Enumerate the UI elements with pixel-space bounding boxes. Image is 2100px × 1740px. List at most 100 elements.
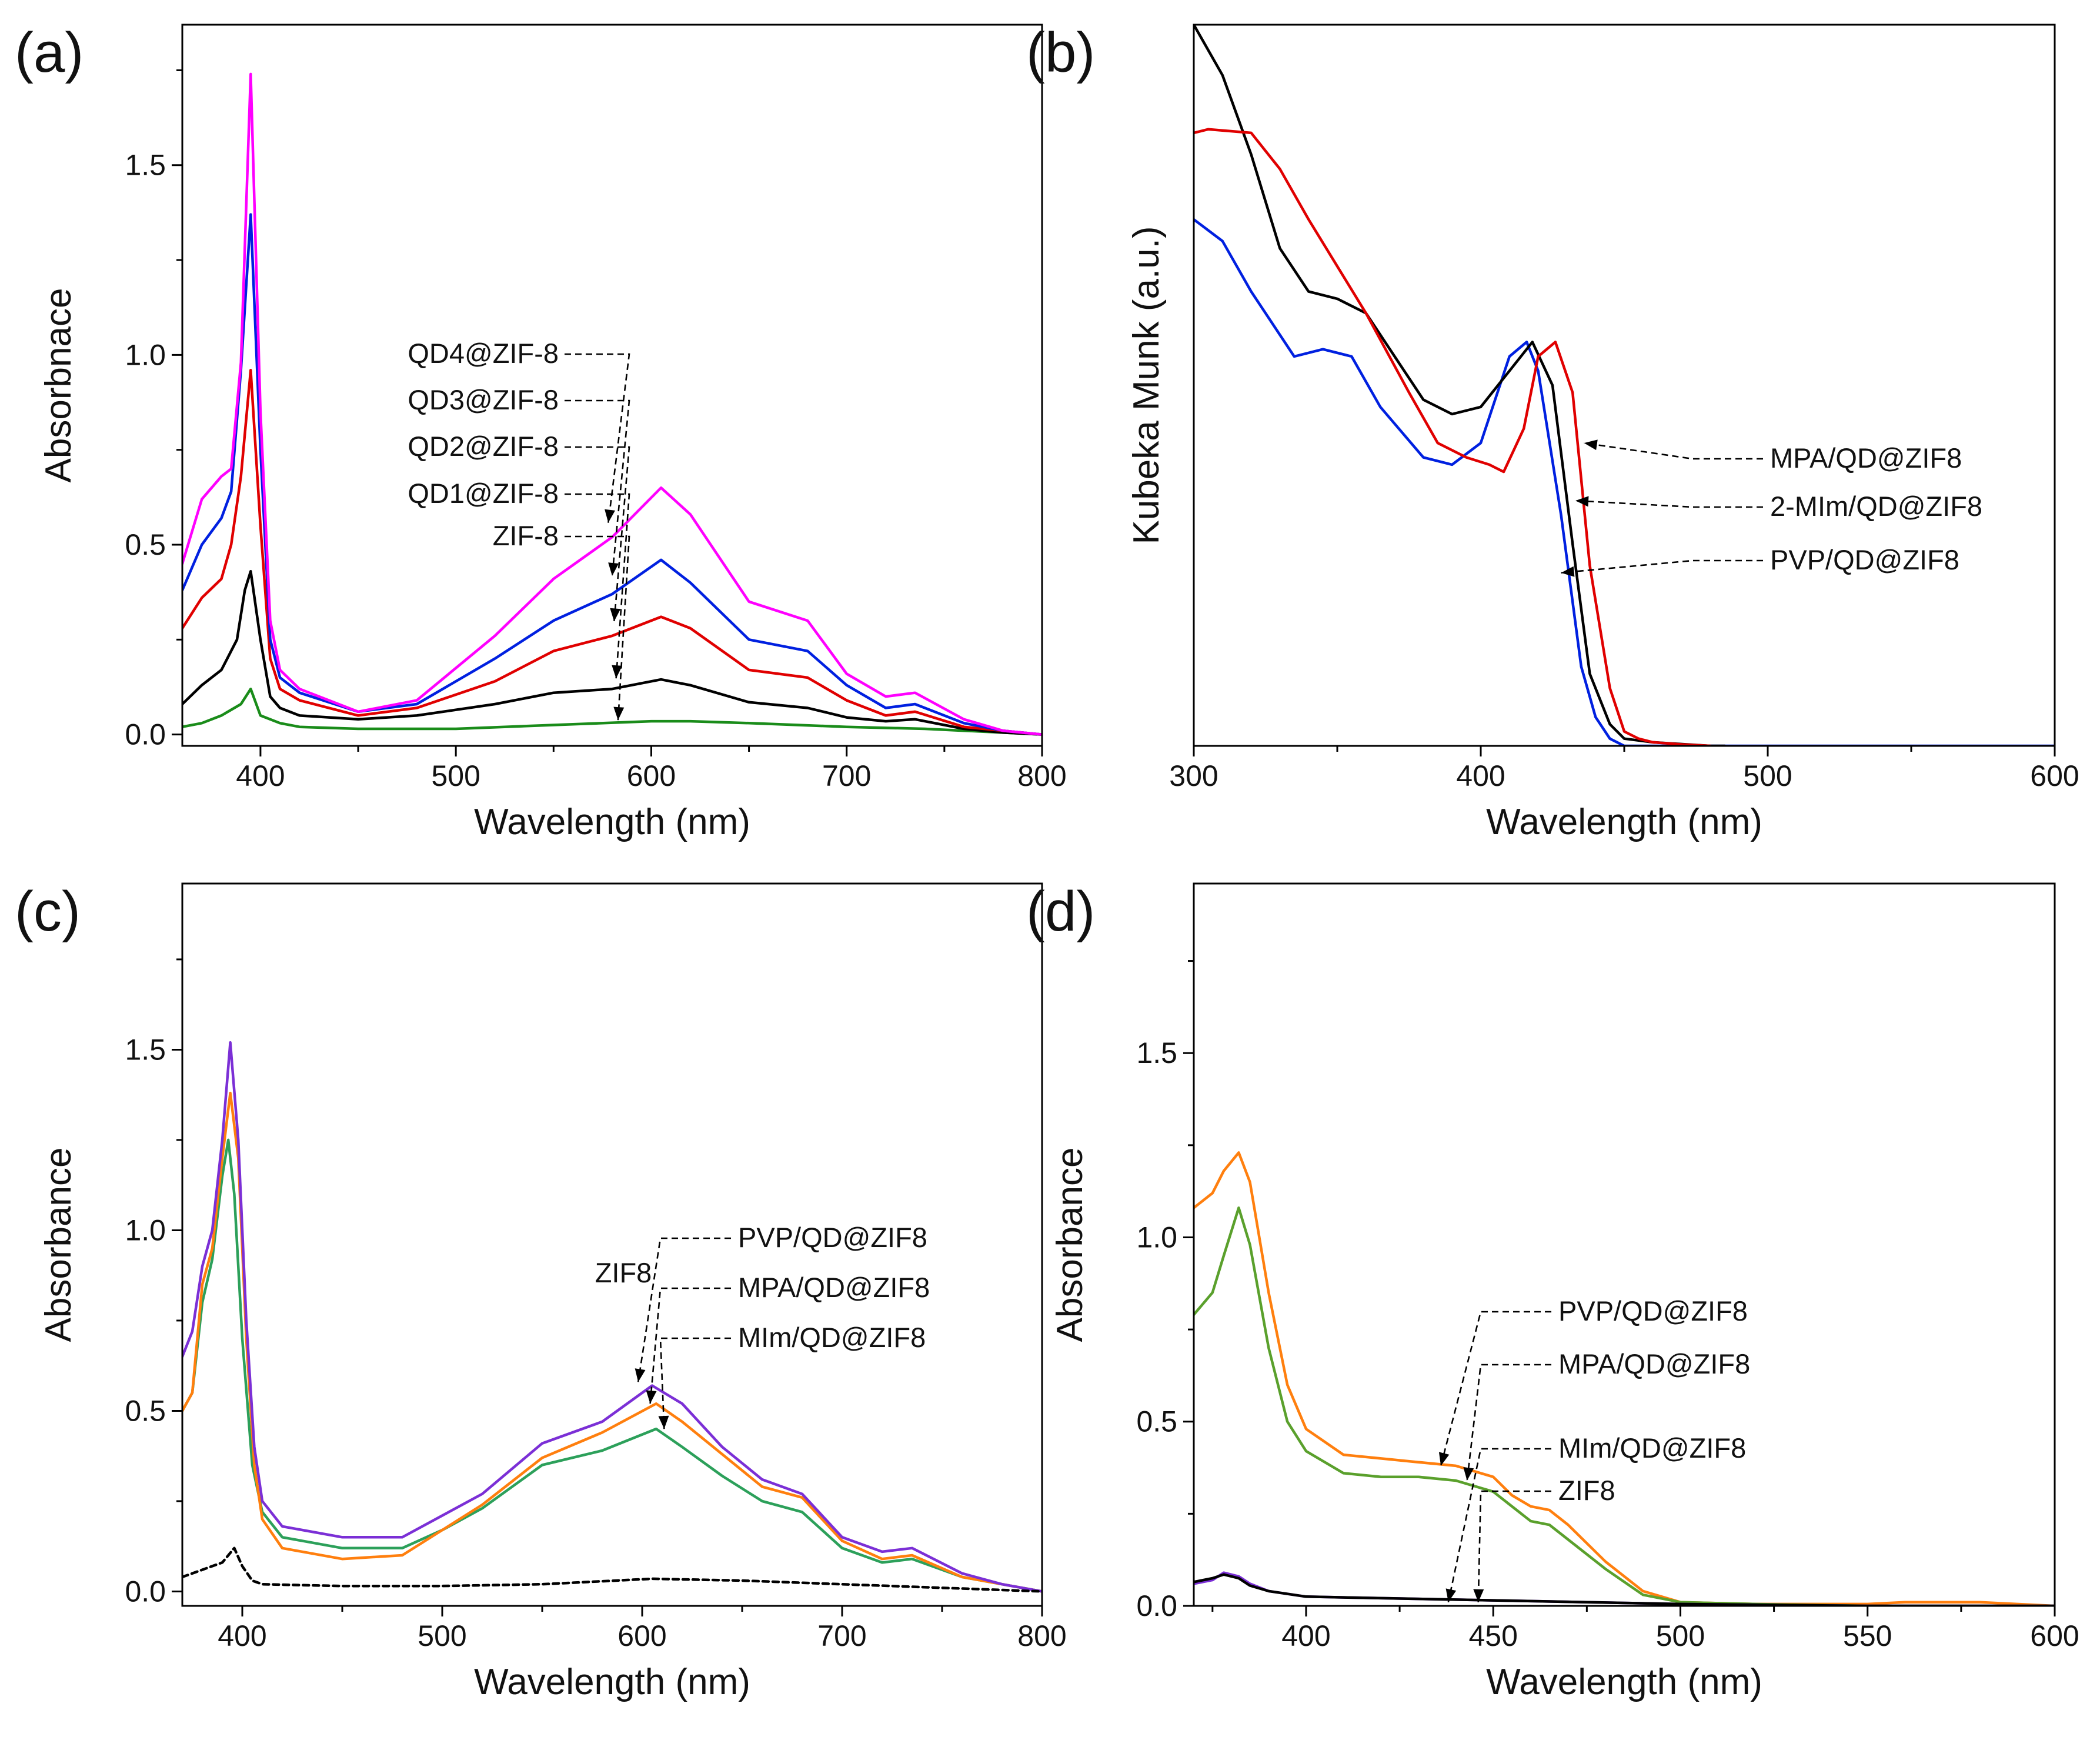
panel-d-annotation-arrowhead bbox=[1463, 1467, 1474, 1481]
panel-c-annotation-label: MIm/QD@ZIF8 bbox=[738, 1322, 926, 1353]
panel-c-y-tick-label: 0.0 bbox=[125, 1575, 166, 1608]
panel-d-x-tick-label: 600 bbox=[2030, 1619, 2079, 1652]
panel-d-x-tick-label: 400 bbox=[1281, 1619, 1330, 1652]
panel-a-annotation-leader bbox=[565, 353, 630, 523]
panel-b-annotation-arrowhead bbox=[1561, 566, 1575, 577]
panel-c-annotation-arrowhead bbox=[646, 1390, 657, 1404]
panel-d-annotation-leader bbox=[1466, 1364, 1551, 1481]
panel-c: 400 500 600 700 800 0.0 0.5 1.0 1.5 Wavelength (n… bbox=[15, 880, 1067, 1702]
panel-d-y-tick-label: 0.5 bbox=[1136, 1405, 1177, 1438]
panel-d: 400 450 500 550 600 0.0 0.5 1.0 1.5 Wavelength (n… bbox=[1026, 880, 2079, 1702]
panel-d-annotation-leader bbox=[1440, 1311, 1551, 1466]
panel-a-annotation-arrowhead bbox=[610, 608, 621, 622]
panel-a-x-tick-label: 600 bbox=[627, 759, 676, 792]
panel-b-annotation-label: MPA/QD@ZIF8 bbox=[1770, 442, 1962, 474]
panel-a-frame bbox=[181, 24, 1043, 747]
panel-a: 400 500 600 700 800 0.0 0.5 1.0 1.5 Wavelength (n… bbox=[15, 21, 1067, 842]
panel-a-series-qd2-zif-8 bbox=[182, 368, 1042, 736]
panel-c-annotation-leader bbox=[637, 1237, 731, 1382]
panel-c-series-mim-qd-zif8 bbox=[182, 1138, 1042, 1593]
panel-d-annotation-label: ZIF8 bbox=[1558, 1475, 1615, 1506]
panel-d-annotation-leader bbox=[1447, 1448, 1551, 1603]
panel-c-series-pvp-qd-zif8 bbox=[182, 1041, 1042, 1593]
panel-c-series-mpa-qd-zif8 bbox=[182, 1091, 1042, 1593]
panel-a-annotation-leader bbox=[565, 535, 630, 721]
panel-d-frame bbox=[1193, 882, 2056, 1607]
panel-b-x-tick-label: 600 bbox=[2030, 759, 2079, 792]
panel-c-annotation-label: ZIF8 bbox=[595, 1257, 652, 1288]
panel-c-y-tick-label: 0.5 bbox=[125, 1394, 166, 1427]
panel-a-y-tick-label: 1.0 bbox=[125, 338, 166, 371]
panel-d-annotation-leader bbox=[1477, 1490, 1551, 1602]
panel-a-annotation-label: QD1@ZIF-8 bbox=[408, 478, 559, 509]
panel-b-annotation-label: PVP/QD@ZIF8 bbox=[1770, 544, 1959, 575]
panel-a-annotation-leader bbox=[565, 493, 630, 679]
panel-a-x-tick-label: 500 bbox=[431, 759, 480, 792]
panel-b-annotation-arrowhead bbox=[1584, 439, 1598, 451]
panel-a-series-qd4-zif-8 bbox=[182, 72, 1042, 736]
panel-d-y-axis-label: Absorbance bbox=[1050, 1148, 1090, 1342]
panel-d-series-group bbox=[1194, 1151, 2055, 1606]
panel-c-annotation-leader bbox=[659, 1337, 731, 1429]
panel-a-x-tick-label: 400 bbox=[236, 759, 285, 792]
panel-a-series-qd1-zif-8 bbox=[182, 569, 1042, 736]
panel-d-label: (d) bbox=[1026, 880, 1095, 943]
panel-c-annotation-leader bbox=[649, 1287, 731, 1404]
panel-b-annotation-arrowhead bbox=[1575, 496, 1589, 507]
panels: 400 500 600 700 800 0.0 0.5 1.0 1.5 Wavelength (n… bbox=[15, 21, 2079, 1702]
panel-b-x-tick-label: 300 bbox=[1169, 759, 1218, 792]
panel-d-annotation-label: MPA/QD@ZIF8 bbox=[1558, 1348, 1750, 1379]
panel-a-annotation-label: QD3@ZIF-8 bbox=[408, 384, 559, 415]
panel-a-annotation-arrowhead bbox=[608, 562, 619, 576]
panel-a-series-zif-8 bbox=[182, 687, 1042, 736]
panel-c-annotation-label: PVP/QD@ZIF8 bbox=[738, 1222, 927, 1253]
panel-c-annotation-label: MPA/QD@ZIF8 bbox=[738, 1272, 930, 1303]
panel-b-series-mpa-qd-zif8 bbox=[1194, 128, 1712, 746]
panel-d-y-tick-label: 1.5 bbox=[1136, 1036, 1177, 1069]
panel-a-annotation-label: ZIF-8 bbox=[493, 520, 559, 551]
panel-d-x-tick-label: 550 bbox=[1843, 1619, 1892, 1652]
panel-d-x-tick-label: 500 bbox=[1656, 1619, 1705, 1652]
panel-a-x-tick-label: 800 bbox=[1017, 759, 1066, 792]
panel-c-y-tick-label: 1.5 bbox=[125, 1033, 166, 1066]
panel-a-label: (a) bbox=[15, 21, 84, 84]
panel-c-series-group bbox=[182, 1041, 1042, 1593]
panel-a-annotation-leader bbox=[565, 399, 630, 576]
panel-b-x-tick-label: 500 bbox=[1743, 759, 1792, 792]
panel-c-label: (c) bbox=[15, 880, 81, 943]
panel-d-x-axis-label: Wavelength (nm) bbox=[1486, 1662, 1762, 1702]
panel-c-frame bbox=[181, 882, 1043, 1607]
panel-c-y-tick-label: 1.0 bbox=[125, 1214, 166, 1246]
panel-c-series-zif8 bbox=[182, 1546, 1042, 1593]
panel-c-y-axis-label: Absorbance bbox=[38, 1148, 79, 1342]
panel-d-y-tick-label: 0.0 bbox=[1136, 1589, 1177, 1622]
panel-a-annotation-label: QD4@ZIF-8 bbox=[408, 338, 559, 369]
panel-a-y-tick-label: 1.5 bbox=[125, 149, 166, 182]
panel-a-annotation-arrowhead bbox=[612, 665, 623, 679]
panel-c-x-tick-label: 700 bbox=[817, 1619, 866, 1652]
panel-a-annotation-label: QD2@ZIF-8 bbox=[408, 431, 559, 462]
panel-a-y-axis-label: Absorbnace bbox=[38, 288, 79, 483]
panel-d-x-tick-label: 450 bbox=[1468, 1619, 1517, 1652]
panel-d-series-zif8 bbox=[1194, 1573, 2055, 1606]
panel-d-annotation-label: MIm/QD@ZIF8 bbox=[1558, 1432, 1746, 1464]
panel-d-annotation-arrowhead bbox=[1445, 1588, 1457, 1602]
panel-b-y-axis-label: Kubeka Munk (a.u.) bbox=[1126, 226, 1167, 544]
panel-c-x-tick-label: 800 bbox=[1017, 1619, 1066, 1652]
panel-a-annotation-arrowhead bbox=[605, 509, 616, 523]
panel-a-annotation-leader bbox=[565, 446, 630, 622]
panel-b-x-axis-label: Wavelength (nm) bbox=[1486, 802, 1762, 842]
panel-b-annotation-label: 2-MIm/QD@ZIF8 bbox=[1770, 491, 1982, 522]
panel-c-x-axis-label: Wavelength (nm) bbox=[474, 1662, 750, 1702]
panel-b-series-2-mim-qd-zif8 bbox=[1194, 25, 1727, 746]
panel-a-annotation-arrowhead bbox=[613, 706, 625, 721]
panel-a-y-tick-label: 0.0 bbox=[125, 718, 166, 751]
panel-d-series-pvp-qd-zif8 bbox=[1194, 1151, 2055, 1606]
panel-c-annotation-arrowhead bbox=[658, 1415, 669, 1429]
panel-b: 300 400 500 600 Wavelength (nm) Kubeka Munk (… bbox=[1026, 21, 2079, 842]
panel-b-label: (b) bbox=[1026, 21, 1095, 84]
panel-a-y-tick-label: 0.5 bbox=[125, 528, 166, 561]
panel-c-x-tick-label: 500 bbox=[418, 1619, 466, 1652]
